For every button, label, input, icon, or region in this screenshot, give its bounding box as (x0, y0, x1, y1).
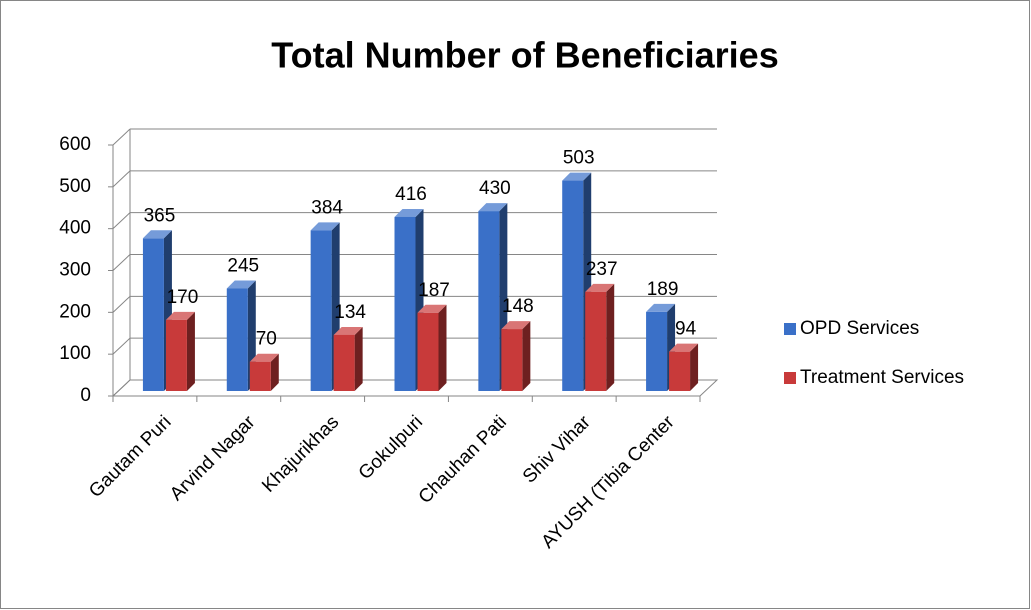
grid-line (112, 128, 131, 146)
bar-top (226, 280, 256, 289)
data-label: 365 (144, 205, 176, 226)
y-tick-label: 0 (80, 385, 91, 406)
bar (478, 211, 500, 391)
data-label: 187 (418, 280, 450, 301)
bar-side (354, 326, 363, 391)
bar-top (333, 326, 363, 335)
bar-side (690, 343, 699, 391)
y-tick-label: 600 (59, 134, 91, 155)
bar-top (310, 222, 340, 231)
bar-side (186, 311, 195, 391)
bar (562, 180, 584, 391)
bar (249, 361, 271, 391)
grid-line (112, 337, 131, 355)
bar (646, 311, 668, 391)
data-label: 237 (586, 259, 618, 280)
bar (142, 238, 164, 391)
bar-top (417, 304, 447, 313)
y-tick-label: 300 (59, 260, 91, 281)
legend-swatch (784, 372, 796, 384)
legend-swatch (784, 323, 796, 335)
y-tick-label: 100 (59, 343, 91, 364)
bar-top (501, 321, 531, 330)
grid-line (112, 170, 131, 188)
bar-group (165, 311, 195, 391)
bar-top (142, 230, 172, 239)
bar-top (585, 283, 615, 292)
bar-top (394, 208, 424, 217)
legend-label: Treatment Services (800, 367, 964, 388)
bar-top (249, 353, 279, 362)
bar-side (522, 321, 531, 391)
bar-top (669, 343, 699, 352)
bar-group (333, 326, 363, 391)
bar (585, 291, 607, 391)
bar-side (606, 283, 615, 391)
data-label: 94 (675, 319, 697, 340)
data-label: 430 (479, 178, 511, 199)
bar (333, 334, 355, 391)
data-label: 189 (647, 279, 679, 300)
y-tick-label: 500 (59, 176, 91, 197)
data-label: 170 (167, 287, 199, 308)
bar-top (646, 303, 676, 312)
data-label: 70 (256, 329, 277, 350)
bar (165, 319, 187, 391)
data-label: 134 (334, 302, 366, 323)
grid-line (112, 212, 131, 230)
bar-top (478, 203, 508, 212)
y-tick-label: 200 (59, 301, 91, 322)
bar-group (501, 321, 531, 391)
data-label: 384 (311, 197, 343, 218)
bar-side (438, 304, 447, 391)
chart-title: Total Number of Beneficiaries (271, 35, 778, 76)
data-label: 503 (563, 148, 595, 169)
bar-group (669, 343, 699, 391)
bar (394, 216, 416, 391)
bar (226, 288, 248, 391)
bar-side (270, 353, 279, 391)
grid-line (112, 295, 131, 313)
bar-top (165, 311, 195, 320)
data-label: 148 (502, 296, 534, 317)
bar-group (417, 304, 447, 391)
data-label: 416 (395, 184, 427, 205)
data-label: 245 (227, 256, 259, 277)
y-tick-label: 400 (59, 218, 91, 239)
bar-group (585, 283, 615, 391)
bar-group (249, 353, 279, 391)
grid-line (112, 254, 131, 271)
bar (669, 351, 691, 391)
grid-line (112, 379, 131, 397)
bar (501, 329, 523, 391)
bar-top (562, 172, 592, 181)
bar (310, 230, 332, 391)
bar (417, 312, 439, 391)
legend-label: OPD Services (800, 318, 919, 339)
